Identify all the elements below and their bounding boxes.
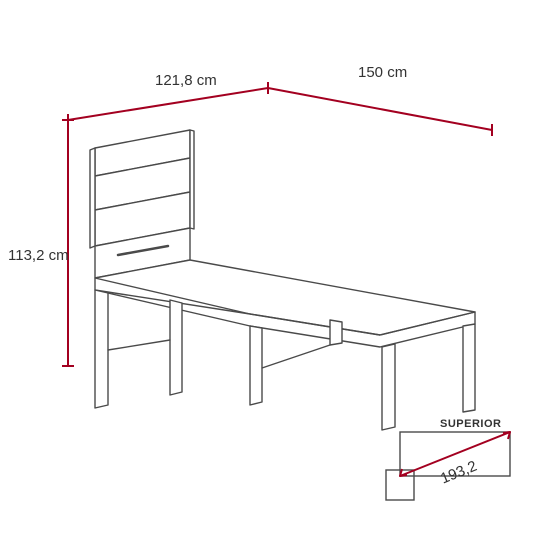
topview-title: SUPERIOR [440, 418, 501, 430]
width-dimension-label: 150 cm [358, 64, 407, 81]
height-dimension-label: 113,2 cm [8, 247, 69, 264]
depth-dimension-label: 121,8 cm [155, 72, 217, 89]
